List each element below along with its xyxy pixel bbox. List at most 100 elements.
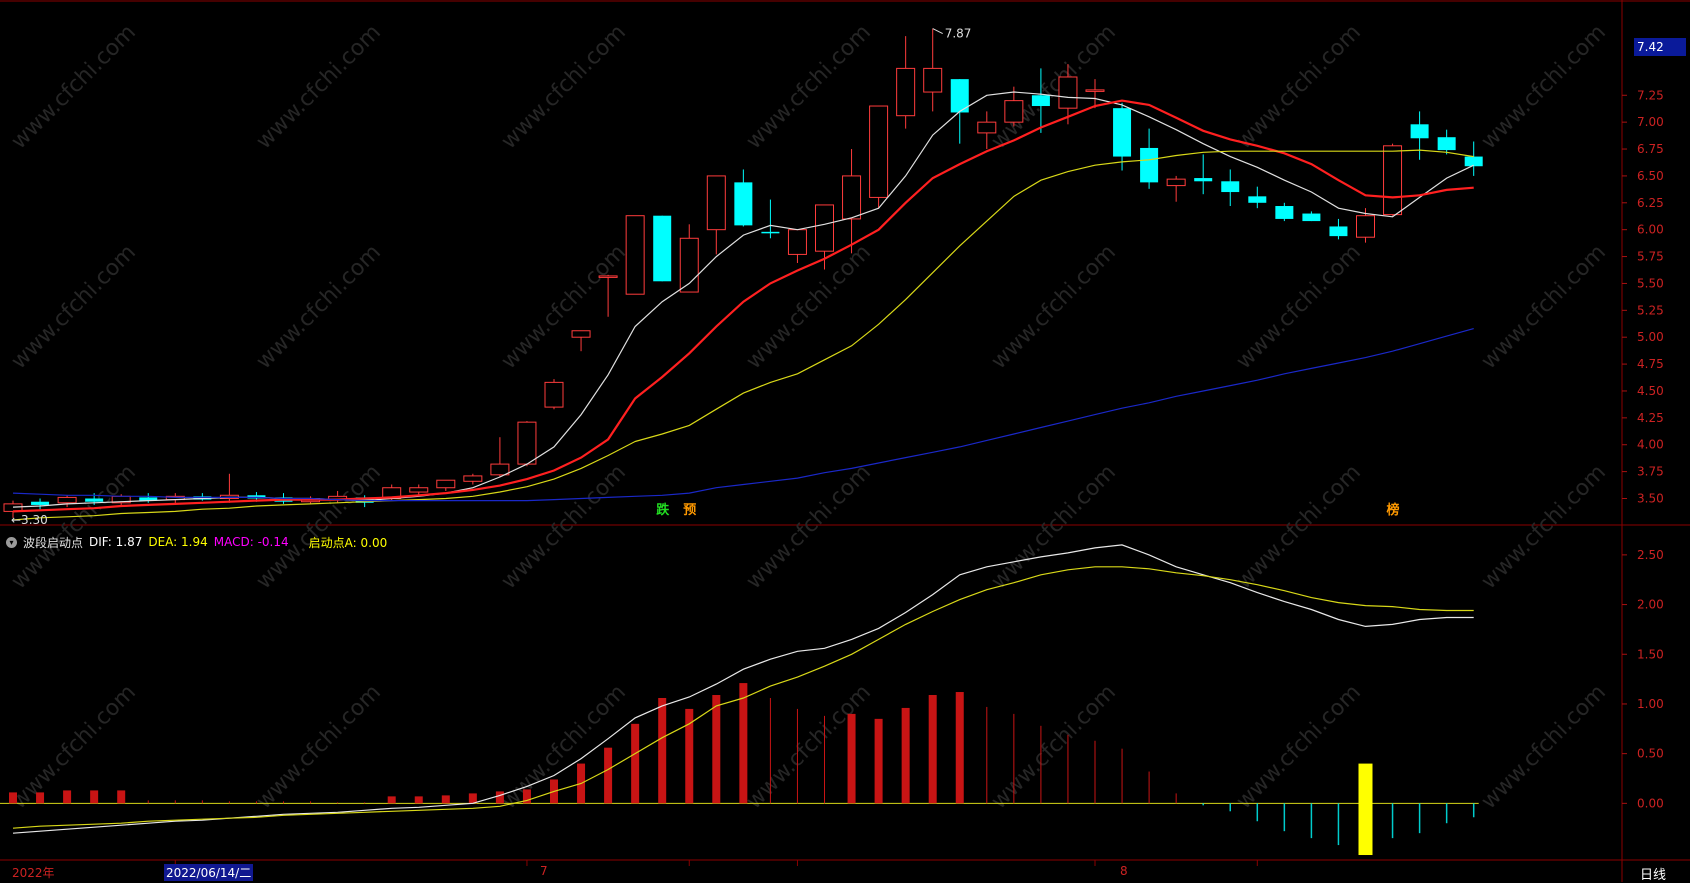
- candle-body: [815, 204, 834, 252]
- candle-body: [517, 421, 537, 465]
- candle-body: [1113, 108, 1132, 157]
- macd-bars-layer: [9, 683, 1475, 856]
- indicator-tick-label: 2.50: [1637, 548, 1664, 562]
- macd-bar: [9, 792, 17, 804]
- indicator-tick-label: 2.00: [1637, 598, 1664, 612]
- watermark-text: www.cfchi.com: [742, 240, 876, 374]
- candle-body: [1140, 147, 1159, 183]
- watermark-text: www.cfchi.com: [1477, 240, 1611, 374]
- indicator-tick-label: 0.00: [1637, 796, 1664, 810]
- candle-body: [1166, 178, 1186, 187]
- x-axis-label-august: 8: [1120, 864, 1128, 878]
- candle-body: [1058, 76, 1078, 109]
- candle-body: [490, 463, 510, 476]
- watermark-text: www.cfchi.com: [252, 680, 386, 814]
- macd-bar: [604, 747, 613, 804]
- watermark-layer: www.cfchi.com www.cfchi.com www.cfchi.com w…: [7, 20, 1611, 814]
- price-tick-label: 7.25: [1637, 88, 1664, 102]
- candle-body: [1437, 137, 1456, 151]
- x-axis-label-cursor-date: 2022/06/14/二: [164, 864, 254, 881]
- watermark-text: www.cfchi.com: [987, 20, 1121, 154]
- indicator-menu-icon[interactable]: ▾: [6, 536, 17, 548]
- candle-body: [85, 498, 104, 502]
- watermark-text: www.cfchi.com: [1477, 460, 1611, 594]
- watermark-text: www.cfchi.com: [1232, 680, 1366, 814]
- candle-body: [869, 105, 889, 198]
- candle-body: [1085, 89, 1105, 92]
- dea-line: [12, 566, 1474, 829]
- moving-average-line: [12, 328, 1474, 502]
- price-tick-label: 6.75: [1637, 142, 1664, 156]
- indicator-title[interactable]: 波段启动点: [23, 535, 84, 550]
- price-tick-label: 7.00: [1637, 115, 1664, 129]
- launch-signal-bar: [1358, 763, 1373, 856]
- candle-body: [1383, 145, 1403, 216]
- candle-body: [1356, 215, 1375, 238]
- moving-average-line: [12, 99, 1474, 513]
- price-tick-label: 6.00: [1637, 223, 1664, 237]
- price-tick-label: 5.25: [1637, 303, 1664, 317]
- dif-line: [12, 544, 1474, 834]
- candle-body: [1004, 100, 1024, 123]
- candle-body: [31, 501, 50, 505]
- macd-bar: [63, 790, 72, 804]
- macd-bar: [522, 789, 531, 804]
- candle-body: [653, 215, 672, 282]
- watermark-text: www.cfchi.com: [1232, 240, 1366, 374]
- macd-bar: [90, 790, 99, 804]
- candle-body: [544, 381, 564, 408]
- candle-body: [625, 215, 645, 295]
- candle-body: [1302, 213, 1321, 222]
- price-tick-label: 6.50: [1637, 169, 1664, 183]
- macd-bar: [712, 695, 721, 804]
- macd-bar: [117, 790, 126, 804]
- candle-body: [706, 175, 726, 231]
- price-tick-label: 4.50: [1637, 384, 1664, 398]
- moving-average-line: [12, 91, 1474, 508]
- dea-readout: DEA: 1.94: [148, 535, 208, 549]
- x-axis-label-year: 2022年: [12, 866, 55, 880]
- macd-bar: [928, 695, 937, 804]
- macd-bar: [658, 697, 667, 804]
- macd-bar: [631, 723, 640, 804]
- macd-bar: [414, 796, 423, 804]
- macd-bar: [847, 713, 856, 804]
- watermark-text: www.cfchi.com: [1232, 20, 1366, 154]
- candle-body: [1275, 206, 1294, 219]
- watermark-text: www.cfchi.com: [252, 20, 386, 154]
- candle-body: [1221, 181, 1240, 193]
- macd-bar: [495, 791, 504, 804]
- watermark-text: www.cfchi.com: [987, 680, 1121, 814]
- macd-bar: [739, 683, 748, 804]
- dif-readout: DIF: 1.87: [89, 535, 143, 549]
- watermark-text: www.cfchi.com: [742, 20, 876, 154]
- signal-marker: 跌: [656, 502, 670, 518]
- candle-body: [436, 479, 456, 489]
- candle-body: [761, 231, 780, 234]
- macd-bar: [387, 796, 396, 804]
- candle-body: [598, 275, 618, 278]
- price-tick-label: 3.50: [1637, 491, 1664, 505]
- high-marker-line: [932, 28, 943, 35]
- indicator-tick-label: 0.50: [1637, 747, 1664, 761]
- watermark-text: www.cfchi.com: [1232, 460, 1366, 594]
- signal-marker: 榜: [1387, 502, 1400, 518]
- candle-body: [463, 475, 483, 482]
- high-label: 7.87: [945, 27, 972, 41]
- watermark-text: www.cfchi.com: [497, 460, 631, 594]
- candle-body: [57, 496, 77, 504]
- period-label[interactable]: 日线: [1640, 868, 1667, 883]
- indicator-header: ▾ 波段启动点 DIF: 1.87 DEA: 1.94 MACD: -0.14 …: [6, 534, 387, 550]
- macd-bar: [36, 792, 45, 804]
- signal-marker: 预: [683, 503, 696, 518]
- watermark-text: www.cfchi.com: [7, 20, 141, 154]
- candle-body: [734, 182, 753, 226]
- indicator-tick-label: 1.00: [1637, 697, 1664, 711]
- macd-readout: MACD: -0.14: [213, 535, 289, 549]
- candle-body: [1464, 156, 1483, 167]
- current-price-tag: 7.42: [1634, 38, 1686, 56]
- moving-average-line: [12, 149, 1474, 521]
- candle-body: [1194, 178, 1213, 182]
